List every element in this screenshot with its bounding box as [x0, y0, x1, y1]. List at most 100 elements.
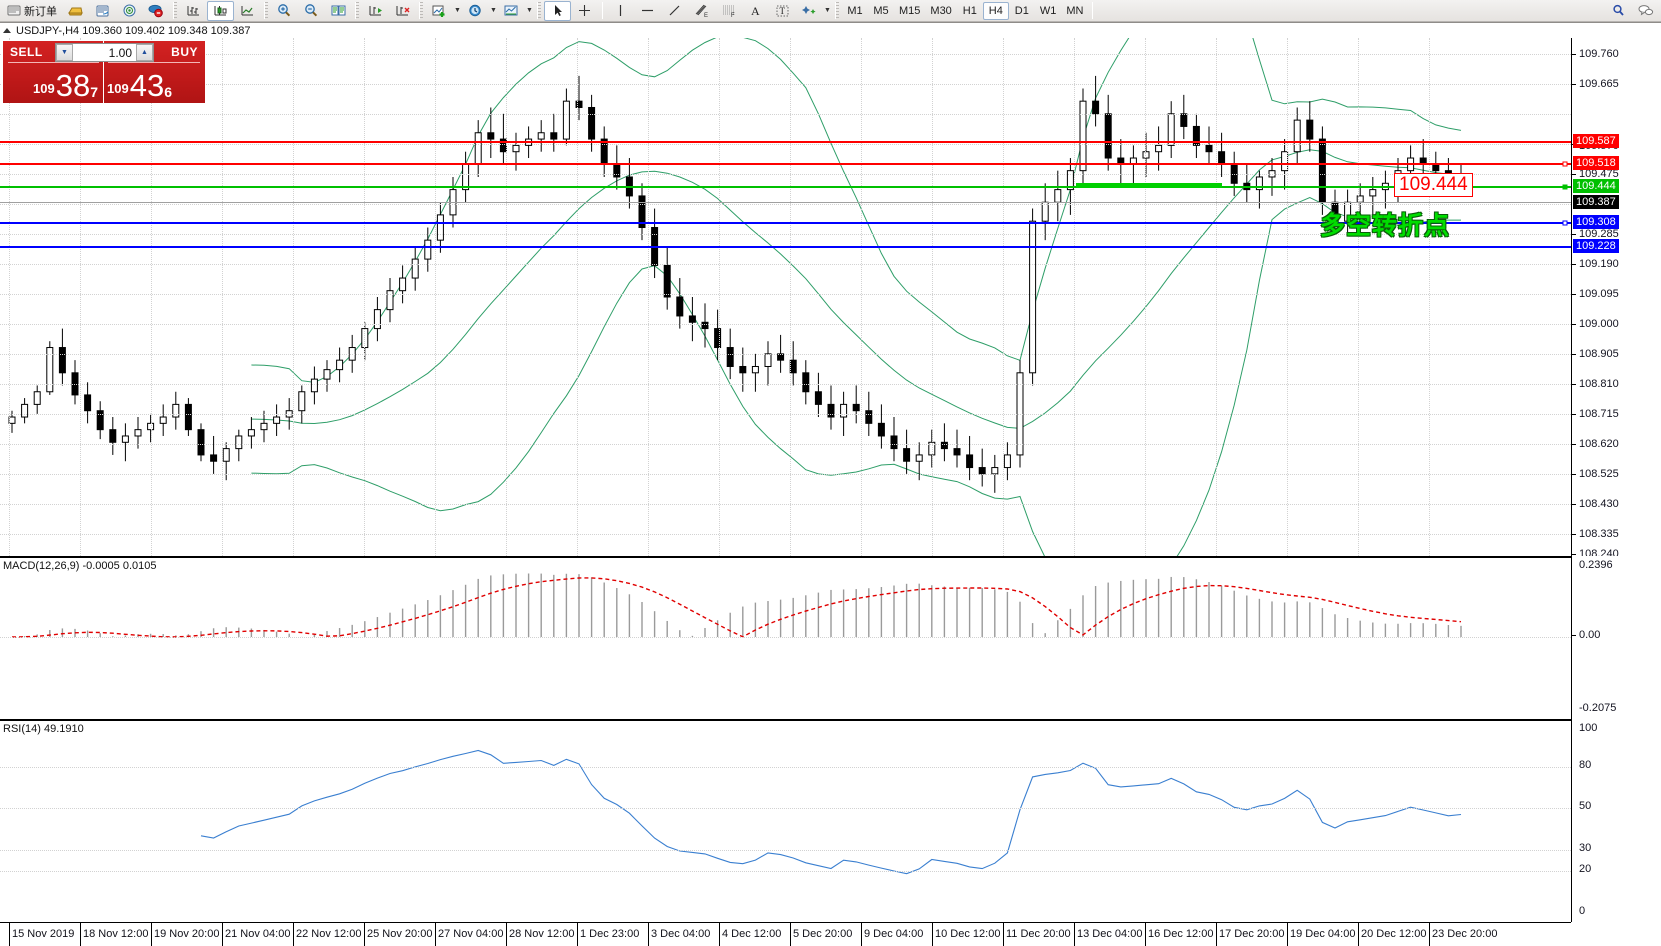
cursor-tool-button[interactable]: [544, 0, 571, 21]
volume-decrease-icon[interactable]: ▼: [56, 44, 73, 61]
templates-caret-icon[interactable]: ▼: [526, 7, 533, 14]
resistance-line-109518[interactable]: [0, 163, 1571, 165]
support-line-109308[interactable]: [0, 222, 1571, 224]
gridline: [0, 534, 1571, 535]
zoom-in-button[interactable]: [271, 1, 298, 21]
toolbar-grip-3[interactable]: [355, 2, 359, 19]
chat-button[interactable]: [1632, 1, 1659, 21]
price-badge-support-2[interactable]: 109.228: [1573, 239, 1619, 253]
zoom-out-icon: [305, 4, 318, 17]
rsi-series: [200, 749, 1462, 875]
price-label-annotation[interactable]: 109.444: [1394, 173, 1473, 197]
trendline-tool-button[interactable]: [661, 1, 688, 21]
objects-button[interactable]: [796, 1, 823, 21]
price-axis[interactable]: 109.760 109.665 109.570 109.475 109.387 …: [1571, 38, 1661, 560]
timeframe-h4[interactable]: H4: [982, 1, 1009, 20]
terminal-button[interactable]: [89, 1, 116, 21]
volume-increase-icon[interactable]: ▲: [136, 44, 153, 61]
crosshair-tool-button[interactable]: [571, 1, 598, 21]
turning-point-annotation[interactable]: 多空转折点: [1320, 211, 1451, 240]
signals-button[interactable]: [116, 1, 143, 21]
price-tick: 109.000: [1579, 318, 1619, 330]
tile-windows-button[interactable]: [325, 1, 352, 21]
period-caret-icon[interactable]: ▼: [490, 7, 497, 14]
horizontal-line-tool-button[interactable]: [634, 1, 661, 21]
add-indicator-button[interactable]: [426, 1, 453, 21]
rsi-tick-100: 100: [1579, 722, 1598, 734]
vertical-line-tool-button[interactable]: [607, 1, 634, 21]
time-tick-label: 21 Nov 04:00: [225, 928, 291, 940]
line-chart-button[interactable]: [234, 1, 261, 21]
vgridline: [435, 38, 436, 556]
pivot-line-109444-anchor[interactable]: [1562, 184, 1568, 190]
timeframe-m5[interactable]: M5: [873, 4, 889, 17]
gridline: [0, 144, 1571, 145]
bar-chart-button[interactable]: [180, 1, 207, 21]
auto-trading-icon: [148, 4, 163, 18]
volume-stepper[interactable]: ▼ 1.00 ▲: [55, 43, 154, 62]
search-button[interactable]: [1605, 1, 1632, 21]
price-tick: 108.810: [1579, 378, 1619, 390]
price-badge-resistance-2[interactable]: 109.518: [1573, 156, 1619, 170]
one-click-trading-panel[interactable]: SELL 109 38 7 BUY 109 43 6 ▼ 1.00: [2, 40, 206, 103]
rsi-pane[interactable]: RSI(14) 49.1910: [0, 719, 1571, 922]
macd-pane[interactable]: MACD(12,26,9) -0.0005 0.0105: [0, 556, 1571, 719]
toolbar-grip-6[interactable]: [835, 2, 839, 19]
gold-bar-button[interactable]: [62, 1, 89, 21]
price-badge-pivot[interactable]: 109.444: [1573, 179, 1619, 193]
time-axis[interactable]: 15 Nov 2019 18 Nov 12:00 19 Nov 20:00 21 No…: [0, 922, 1571, 946]
macd-series: [11, 573, 1462, 638]
time-tick: [506, 923, 507, 946]
fibonacci-tool-button[interactable]: F: [715, 1, 742, 21]
auto-scroll-button[interactable]: [389, 1, 416, 21]
support-line-109228[interactable]: [0, 246, 1571, 248]
vgridline: [719, 38, 720, 556]
chart-shift-button[interactable]: [362, 1, 389, 21]
zoom-out-button[interactable]: [298, 1, 325, 21]
equidistant-channel-tool-button[interactable]: E: [688, 1, 715, 21]
time-tick-label: 5 Dec 20:00: [793, 928, 853, 940]
toolbar-grip-2[interactable]: [264, 2, 268, 19]
volume-value[interactable]: 1.00: [73, 44, 136, 61]
toolbar-grip-4[interactable]: [419, 2, 423, 19]
vgridline: [80, 38, 81, 556]
sell-price-prefix: 109: [33, 81, 55, 96]
templates-button[interactable]: [498, 1, 525, 21]
support-line-109308-anchor[interactable]: [1562, 220, 1568, 226]
candlestick-chart-button[interactable]: [207, 0, 234, 21]
macd-tick-zero: 0.00: [1579, 629, 1601, 641]
resistance-line-109518-anchor[interactable]: [1562, 161, 1568, 167]
resistance-line-109587[interactable]: [0, 141, 1571, 143]
timeframe-m15[interactable]: M15: [899, 4, 921, 17]
gridline: [0, 54, 1571, 55]
timeframe-h1[interactable]: H1: [962, 4, 977, 17]
chart-window[interactable]: USDJPY-,H4 109.360 109.402 109.348 109.3…: [0, 22, 1661, 946]
price-pane[interactable]: 109.444 多空转折点: [0, 38, 1571, 556]
timeframe-m30[interactable]: M30: [930, 4, 952, 17]
timeframe-m1[interactable]: M1: [847, 4, 863, 17]
timeframe-w1[interactable]: W1: [1039, 4, 1057, 17]
text-tool-button[interactable]: A: [742, 1, 769, 21]
add-indicator-caret-icon[interactable]: ▼: [454, 7, 461, 14]
price-badge-resistance-1[interactable]: 109.587: [1573, 134, 1619, 148]
tile-windows-icon: [331, 5, 346, 16]
pivot-line-109444[interactable]: [0, 186, 1571, 188]
chart-menu-triangle-icon[interactable]: [3, 28, 11, 33]
text-icon: A: [751, 4, 760, 18]
toolbar-grip[interactable]: [173, 2, 177, 19]
objects-caret-icon[interactable]: ▼: [824, 7, 831, 14]
new-order-button[interactable]: 新订单: [2, 1, 62, 21]
timeframe-mn[interactable]: MN: [1066, 4, 1084, 17]
timeframe-d1[interactable]: D1: [1014, 4, 1029, 17]
crosshair-icon: [579, 5, 590, 16]
auto-trading-button[interactable]: [143, 1, 170, 21]
price-badge-support-1[interactable]: 109.308: [1573, 215, 1619, 229]
text-label-tool-button[interactable]: T: [769, 1, 796, 21]
macd-axis: 0.2396 0.00 -0.2075: [1571, 556, 1661, 719]
period-button[interactable]: [462, 1, 489, 21]
rsi-gridline-50: [0, 808, 1571, 809]
pivot-zone-highlight[interactable]: [1076, 183, 1222, 188]
time-tick: [80, 923, 81, 946]
templates-icon: [504, 5, 518, 16]
toolbar-grip-5[interactable]: [537, 2, 541, 19]
